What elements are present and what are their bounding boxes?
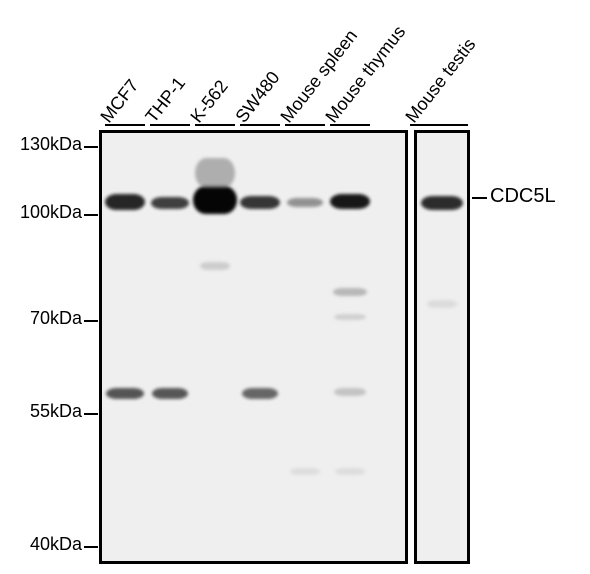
band-4 — [240, 196, 280, 209]
band-10 — [334, 314, 366, 320]
marker-tick-4 — [84, 546, 98, 548]
target-label: CDC5L — [490, 185, 556, 208]
band-12 — [106, 388, 144, 399]
band-14 — [242, 388, 278, 399]
lane-underline-4 — [285, 124, 325, 126]
lane-label-6: Mouse testis — [401, 34, 480, 127]
lane-underline-6 — [410, 124, 468, 126]
marker-tick-0 — [84, 146, 98, 148]
marker-label-3: 55kDa — [30, 401, 82, 422]
marker-label-4: 40kDa — [30, 534, 82, 555]
lane-label-3: SW480 — [231, 68, 284, 127]
lane-label-1: THP-1 — [141, 73, 190, 127]
lane-underline-0 — [105, 124, 145, 126]
marker-tick-3 — [84, 413, 98, 415]
marker-label-1: 100kDa — [20, 202, 82, 223]
band-3 — [195, 158, 235, 188]
marker-label-2: 70kDa — [30, 308, 82, 329]
marker-tick-1 — [84, 214, 98, 216]
band-0 — [105, 194, 145, 210]
lane-underline-1 — [150, 124, 190, 126]
band-2 — [193, 186, 237, 214]
band-9 — [333, 288, 367, 296]
band-16 — [290, 468, 320, 475]
lane-underline-3 — [240, 124, 280, 126]
band-13 — [152, 388, 188, 399]
band-15 — [334, 388, 366, 396]
marker-label-0: 130kDa — [20, 134, 82, 155]
band-6 — [330, 194, 370, 209]
lane-label-2: K-562 — [186, 76, 232, 127]
lane-underline-5 — [330, 124, 370, 126]
band-8 — [200, 262, 230, 270]
band-7 — [421, 196, 463, 210]
band-11 — [427, 300, 457, 308]
band-5 — [287, 198, 323, 207]
lane-underline-2 — [195, 124, 235, 126]
marker-tick-2 — [84, 320, 98, 322]
band-1 — [151, 197, 189, 209]
band-17 — [335, 468, 365, 475]
target-tick — [472, 197, 487, 199]
lane-label-0: MCF7 — [96, 75, 143, 127]
